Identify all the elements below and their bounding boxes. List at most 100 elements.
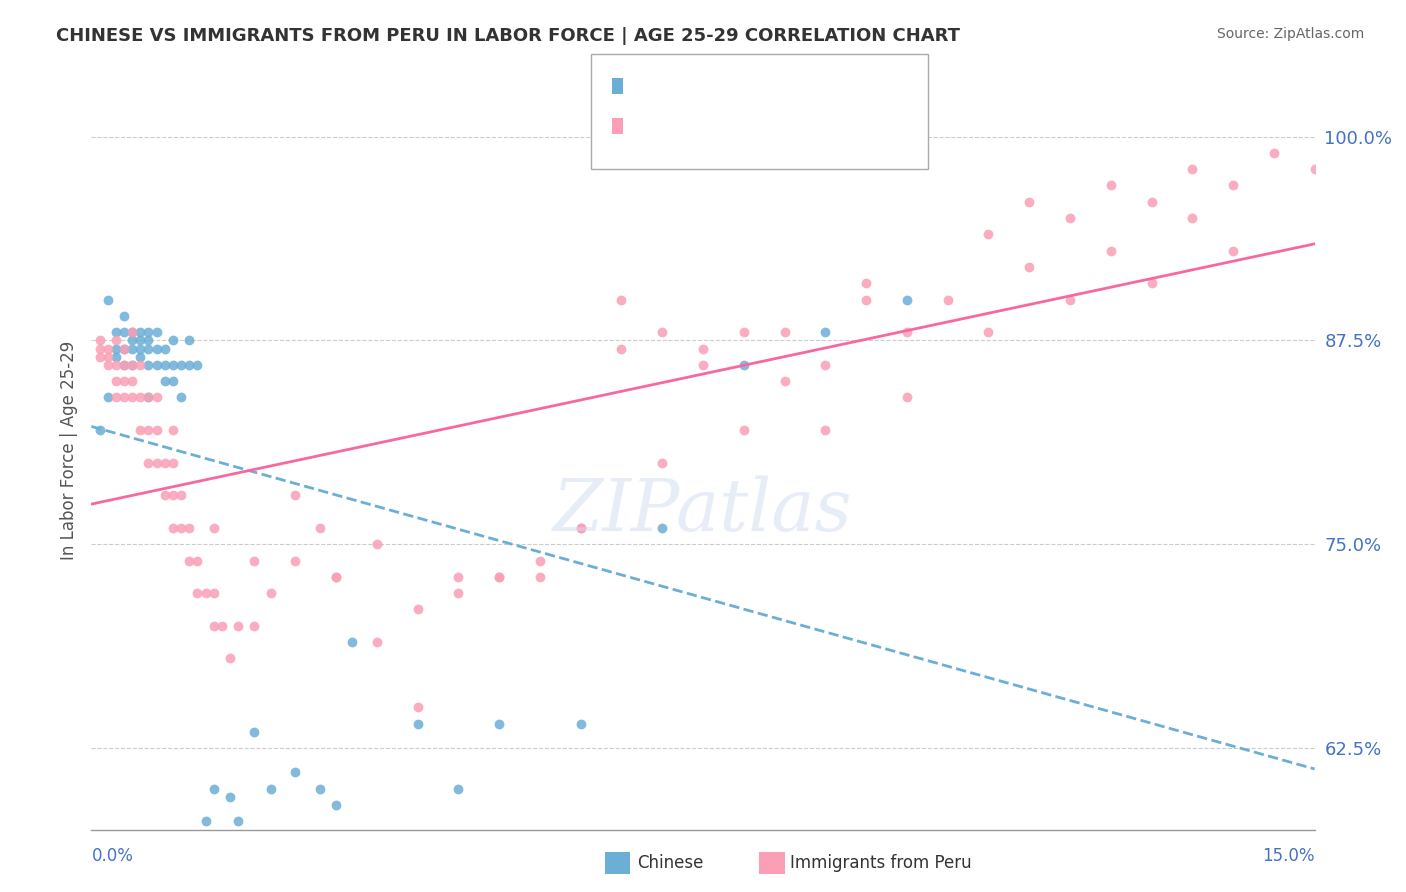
Point xyxy=(569,521,592,535)
Point xyxy=(112,342,135,356)
Point xyxy=(1222,178,1244,193)
Point xyxy=(814,423,837,437)
Point xyxy=(186,553,208,567)
Point xyxy=(651,325,673,339)
Text: 0.0%: 0.0% xyxy=(91,847,134,865)
Point xyxy=(226,814,249,829)
Point xyxy=(773,374,796,388)
Text: ZIPatlas: ZIPatlas xyxy=(553,475,853,547)
Point xyxy=(112,358,135,372)
Point xyxy=(162,488,184,502)
Text: CHINESE VS IMMIGRANTS FROM PERU IN LABOR FORCE | AGE 25-29 CORRELATION CHART: CHINESE VS IMMIGRANTS FROM PERU IN LABOR… xyxy=(56,27,960,45)
Point xyxy=(153,456,176,470)
Point xyxy=(773,325,796,339)
Point xyxy=(153,488,176,502)
Point xyxy=(651,456,673,470)
Point xyxy=(186,358,208,372)
Point xyxy=(104,334,127,348)
Point xyxy=(814,325,837,339)
Point xyxy=(1018,194,1040,209)
Point xyxy=(1059,211,1081,226)
Point xyxy=(1099,178,1122,193)
Point xyxy=(121,342,143,356)
Point xyxy=(129,334,152,348)
Point xyxy=(145,456,167,470)
Point xyxy=(733,358,755,372)
Point xyxy=(977,325,1000,339)
Point xyxy=(692,358,714,372)
Point xyxy=(226,619,249,633)
Point xyxy=(104,391,127,405)
Point xyxy=(1181,162,1204,177)
Point xyxy=(145,325,167,339)
Point xyxy=(89,334,111,348)
Point xyxy=(202,619,225,633)
Point xyxy=(202,781,225,796)
Point xyxy=(406,700,429,714)
Point xyxy=(129,350,152,364)
Point xyxy=(104,342,127,356)
Point xyxy=(243,724,266,739)
Point xyxy=(179,553,201,567)
Point xyxy=(145,423,167,437)
Point xyxy=(121,358,143,372)
Point xyxy=(162,358,184,372)
Point xyxy=(308,521,330,535)
Point xyxy=(138,342,160,356)
Point xyxy=(112,325,135,339)
Point xyxy=(179,358,201,372)
Point xyxy=(194,586,217,600)
Point xyxy=(1018,260,1040,274)
Point xyxy=(325,570,347,584)
Y-axis label: In Labor Force | Age 25-29: In Labor Force | Age 25-29 xyxy=(59,341,77,560)
Point xyxy=(814,358,837,372)
Point xyxy=(447,586,470,600)
Point xyxy=(447,781,470,796)
Point xyxy=(153,342,176,356)
Point xyxy=(202,521,225,535)
Point xyxy=(112,309,135,323)
Point xyxy=(1140,277,1163,291)
Point xyxy=(936,293,959,307)
Point xyxy=(170,488,193,502)
Point xyxy=(488,570,510,584)
Point xyxy=(97,350,120,364)
Point xyxy=(733,325,755,339)
Point xyxy=(162,456,184,470)
Text: 15.0%: 15.0% xyxy=(1263,847,1315,865)
Point xyxy=(112,358,135,372)
Point xyxy=(112,374,135,388)
Point xyxy=(162,334,184,348)
Point xyxy=(97,342,120,356)
Text: R = 0.071   N = 56: R = 0.071 N = 56 xyxy=(626,76,796,94)
Point xyxy=(855,293,877,307)
Point xyxy=(1222,244,1244,258)
Point xyxy=(211,619,233,633)
Point xyxy=(569,521,592,535)
Point xyxy=(284,765,307,780)
Point xyxy=(129,423,152,437)
Text: Source: ZipAtlas.com: Source: ZipAtlas.com xyxy=(1216,27,1364,41)
Point xyxy=(89,350,111,364)
Point xyxy=(121,325,143,339)
Point xyxy=(104,325,127,339)
Point xyxy=(488,570,510,584)
Point xyxy=(406,602,429,616)
Point xyxy=(488,716,510,731)
Point xyxy=(202,586,225,600)
Point xyxy=(129,358,152,372)
Point xyxy=(896,293,918,307)
Point xyxy=(610,342,633,356)
Point xyxy=(153,358,176,372)
Point xyxy=(1140,194,1163,209)
Point xyxy=(162,423,184,437)
Point xyxy=(138,456,160,470)
Point xyxy=(366,635,388,649)
Point xyxy=(162,521,184,535)
Point xyxy=(692,342,714,356)
Point xyxy=(284,553,307,567)
Point xyxy=(138,334,160,348)
Point xyxy=(896,391,918,405)
Point xyxy=(138,391,160,405)
Point xyxy=(138,391,160,405)
